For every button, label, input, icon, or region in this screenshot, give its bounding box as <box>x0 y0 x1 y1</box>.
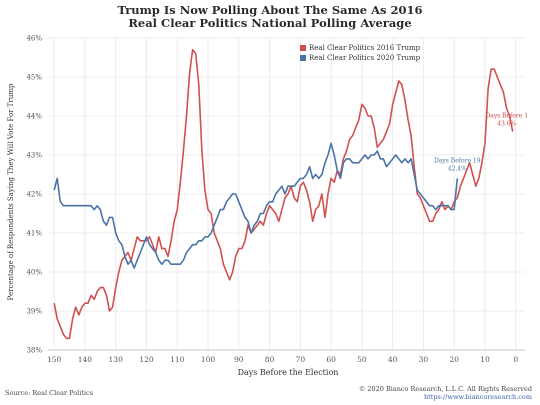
legend: Real Clear Politics 2016 Trump Real Clear… <box>300 44 421 62</box>
series-2020-end-label: Days Before 19 <box>434 157 481 164</box>
series-2020-line <box>53 142 459 269</box>
series-2016-end-label: Days Before 1 <box>485 113 528 120</box>
y-tick-label: 39% <box>26 308 42 316</box>
y-tick-label: 40% <box>26 269 42 277</box>
y-tick-label: 41% <box>26 230 42 238</box>
copyright-note: © 2020 Bianco Research, L.L.C. All Right… <box>358 385 532 393</box>
x-tick-label: 130 <box>109 355 124 364</box>
x-tick-label: 60 <box>326 355 336 364</box>
x-tick-label: 110 <box>170 355 185 364</box>
legend-swatch-2020 <box>300 55 306 61</box>
x-tick-label: 20 <box>449 355 459 364</box>
website-link[interactable]: https://www.biancoresearch.com <box>423 393 532 401</box>
x-tick-label: 10 <box>480 355 490 364</box>
x-axis-label: Days Before the Election <box>238 368 339 377</box>
legend-label-2020: Real Clear Politics 2020 Trump <box>309 54 421 62</box>
x-tick-label: 30 <box>419 355 429 364</box>
x-tick-label: 100 <box>201 355 216 364</box>
y-tick-label: 46% <box>26 35 42 43</box>
y-tick-label: 38% <box>26 347 42 355</box>
x-tick-label: 120 <box>139 355 154 364</box>
x-tick-label: 40 <box>388 355 398 364</box>
source-note: Source: Real Clear Politics <box>5 389 93 397</box>
chart-title: Trump Is Now Polling About The Same As 2… <box>117 3 423 17</box>
grid <box>48 37 525 351</box>
y-tick-label: 44% <box>26 113 42 121</box>
series-2016-line <box>53 48 514 340</box>
x-tick-label: 80 <box>265 355 275 364</box>
y-axis-ticks: 38% 39% 40% 41% 42% 43% 44% 45% 46% <box>26 35 42 355</box>
legend-swatch-2016 <box>300 45 306 51</box>
x-tick-label: 50 <box>357 355 367 364</box>
y-tick-label: 45% <box>26 74 42 82</box>
x-tick-label: 90 <box>234 355 244 364</box>
y-tick-label: 42% <box>26 191 42 199</box>
y-axis-label: Percentage of Respondents Saying They Wi… <box>7 83 15 300</box>
chart-subtitle: Real Clear Politics National Polling Ave… <box>128 16 412 30</box>
x-tick-label: 0 <box>513 355 518 364</box>
x-tick-label: 150 <box>47 355 62 364</box>
legend-label-2016: Real Clear Politics 2016 Trump <box>309 44 421 52</box>
x-tick-label: 140 <box>78 355 93 364</box>
series-lines <box>53 48 514 340</box>
x-axis-ticks: 150 140 130 120 110 100 90 80 70 60 50 40 30 20 10 0 <box>47 355 518 364</box>
series-2020-end-label: 42.4% <box>448 165 467 172</box>
series-2016-end-label: 43.6% <box>497 121 516 128</box>
y-tick-label: 43% <box>26 152 42 160</box>
x-tick-label: 70 <box>296 355 306 364</box>
